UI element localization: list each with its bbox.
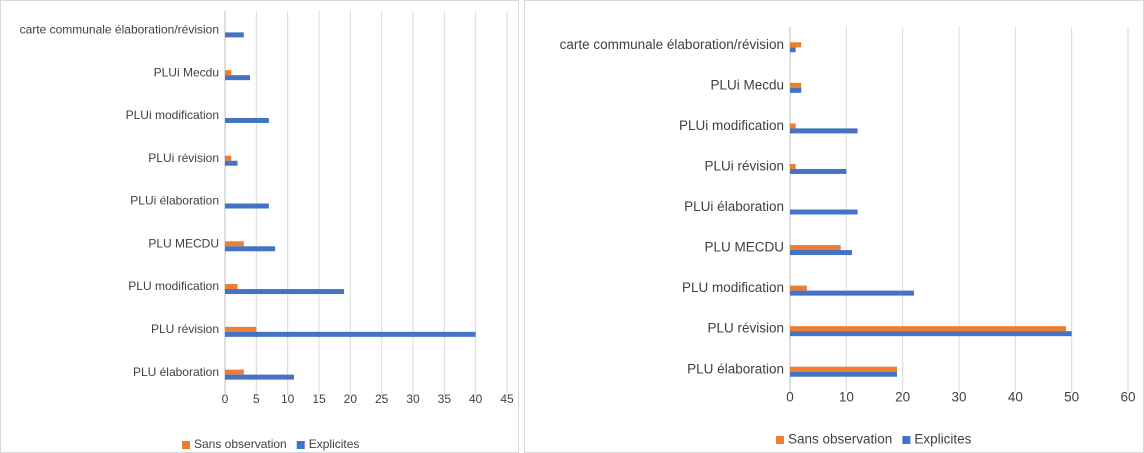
bar <box>225 241 244 247</box>
bar <box>225 374 294 380</box>
bar <box>225 284 238 290</box>
y-tick-label: PLU élaboration <box>687 361 784 376</box>
legend-swatch <box>776 436 784 444</box>
y-tick-label: PLU modification <box>128 279 219 293</box>
bar <box>225 331 476 337</box>
legend-label: Sans observation <box>194 437 287 451</box>
y-tick-label: PLU révision <box>151 322 219 336</box>
x-tick-label: 60 <box>1120 390 1135 405</box>
y-tick-label: PLU MECDU <box>148 236 219 250</box>
bar <box>790 371 898 377</box>
x-tick-label: 30 <box>406 392 420 406</box>
x-tick-label: 40 <box>1008 390 1023 405</box>
bar <box>790 163 796 169</box>
bar <box>225 155 232 161</box>
legend-swatch <box>296 441 305 449</box>
y-tick-label: PLUi élaboration <box>130 194 219 208</box>
bar <box>225 369 244 375</box>
y-tick-label: PLUi Mecdu <box>710 77 784 92</box>
x-tick-label: 30 <box>951 390 966 405</box>
y-tick-label: PLUi modification <box>126 108 219 122</box>
bar <box>225 32 244 38</box>
legend-label: Explicites <box>309 437 360 451</box>
x-tick-label: 15 <box>312 392 326 406</box>
y-tick-label: PLU MECDU <box>704 240 784 255</box>
bar <box>790 366 898 372</box>
panel-border <box>0 0 519 453</box>
x-tick-label: 20 <box>344 392 358 406</box>
x-tick-label: 0 <box>222 392 229 406</box>
x-tick-label: 10 <box>281 392 295 406</box>
y-tick-label: PLUi Mecdu <box>154 65 219 79</box>
x-tick-label: 5 <box>253 392 260 406</box>
bar <box>790 47 796 53</box>
bar <box>790 285 807 291</box>
y-tick-label: PLUi révision <box>148 151 219 165</box>
y-tick-label: PLUi révision <box>704 159 784 174</box>
x-tick-label: 50 <box>1064 390 1079 405</box>
y-tick-label: carte communale élaboration/révision <box>20 23 219 37</box>
x-tick-label: 0 <box>786 390 794 405</box>
x-tick-label: 35 <box>438 392 452 406</box>
legend-swatch <box>902 436 911 444</box>
legend-label: Explicites <box>914 432 971 447</box>
y-tick-label: carte communale élaboration/révision <box>560 37 784 52</box>
bar <box>790 82 802 88</box>
bar <box>790 123 796 129</box>
bar <box>790 326 1067 332</box>
y-tick-label: PLU élaboration <box>133 365 219 379</box>
x-tick-label: 40 <box>469 392 483 406</box>
bar <box>790 42 802 48</box>
bar <box>225 75 251 81</box>
bar <box>790 331 1072 337</box>
bar <box>225 160 238 166</box>
y-tick-label: PLUi élaboration <box>684 199 784 214</box>
bar <box>225 289 345 295</box>
bar <box>790 87 802 93</box>
bar <box>225 203 269 209</box>
x-tick-label: 10 <box>839 390 854 405</box>
bar <box>790 168 847 174</box>
x-tick-label: 25 <box>375 392 389 406</box>
bar <box>225 326 257 332</box>
bar <box>225 117 269 123</box>
bar <box>790 209 858 215</box>
x-tick-label: 20 <box>895 390 910 405</box>
y-tick-label: PLU modification <box>682 280 784 295</box>
bar <box>790 250 852 256</box>
legend-label: Sans observation <box>788 432 892 447</box>
bar <box>790 245 841 251</box>
panel-border <box>524 0 1144 453</box>
bar <box>225 246 276 252</box>
y-tick-label: PLUi modification <box>679 118 784 133</box>
bar <box>790 128 858 134</box>
bar <box>225 70 232 76</box>
legend-swatch <box>182 441 190 449</box>
bar <box>790 290 914 296</box>
y-tick-label: PLU révision <box>707 321 784 336</box>
x-tick-label: 45 <box>500 392 514 406</box>
